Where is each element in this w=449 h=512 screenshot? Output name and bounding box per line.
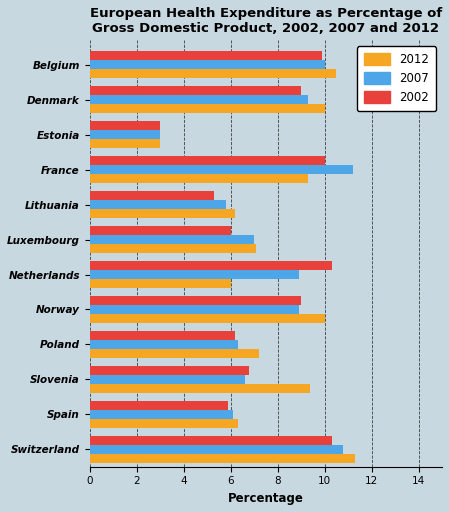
Bar (89, 419, 238, 428)
Bar (89, 95, 308, 104)
Bar (89, 51, 322, 60)
Bar (89, 410, 233, 419)
Bar (89, 375, 245, 384)
Bar (89, 340, 238, 349)
Bar (89, 244, 256, 253)
Bar (89, 366, 249, 375)
Bar (89, 86, 301, 95)
Bar (89, 191, 214, 200)
Title: European Health Expenditure as Percentage of
Gross Domestic Product, 2002, 2007 : European Health Expenditure as Percentag… (90, 7, 442, 35)
Bar (89, 445, 343, 454)
Bar (89, 270, 299, 279)
Bar (89, 174, 308, 183)
Bar (89, 165, 353, 174)
Bar (89, 384, 310, 393)
Bar (89, 261, 332, 270)
Bar (89, 226, 230, 235)
Bar (89, 200, 226, 209)
Bar (89, 130, 160, 139)
Bar (89, 331, 235, 340)
Bar (89, 314, 325, 323)
Bar (89, 209, 235, 218)
Bar (89, 69, 336, 78)
Legend: 2012, 2007, 2002: 2012, 2007, 2002 (357, 46, 436, 111)
Bar (89, 296, 301, 305)
Bar (89, 60, 325, 69)
Bar (89, 139, 160, 148)
Bar (89, 156, 325, 165)
Bar (89, 349, 259, 358)
Bar (89, 401, 228, 410)
X-axis label: Percentage: Percentage (228, 492, 304, 505)
Bar (89, 279, 230, 288)
Bar (89, 121, 160, 130)
Bar (89, 235, 254, 244)
Bar (89, 454, 355, 463)
Bar (89, 305, 299, 314)
Bar (89, 436, 332, 445)
Bar (89, 104, 325, 113)
